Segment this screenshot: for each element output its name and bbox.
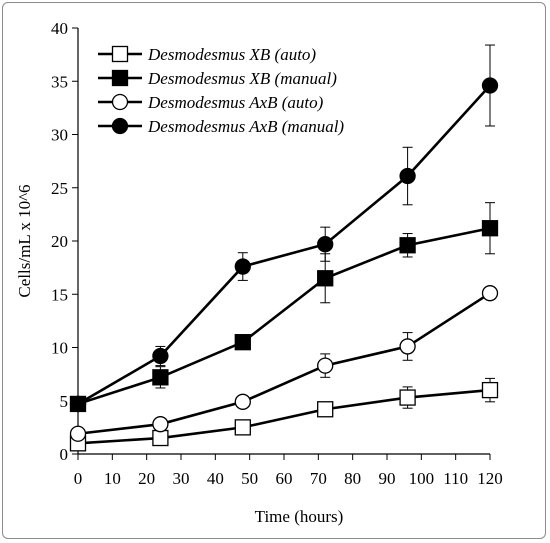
x-axis-ticks: 0 10 20 30 40 50 60 70 80 90 100 110 120 (74, 454, 503, 488)
y-tick-label: 25 (51, 179, 68, 198)
data-point (152, 429, 169, 447)
data-point (152, 416, 169, 433)
legend-label: Desmodesmus AxB (auto) (147, 93, 324, 112)
series-4 (69, 44, 499, 413)
series-line (77, 388, 491, 445)
y-tick-label: 30 (51, 126, 68, 145)
y-tick-label: 35 (51, 72, 68, 91)
legend-label: Desmodesmus XB (auto) (147, 45, 316, 64)
x-tick-label: 100 (409, 469, 435, 488)
y-axis-ticks: 0 5 10 15 20 25 30 35 40 (51, 19, 78, 464)
x-tick-label: 0 (74, 469, 83, 488)
data-point (481, 220, 499, 237)
x-tick-label: 30 (173, 469, 190, 488)
data-point (234, 419, 251, 436)
x-tick-label: 110 (443, 469, 468, 488)
series-line (77, 226, 491, 406)
y-tick-label: 10 (51, 339, 68, 358)
x-tick-label: 10 (104, 469, 121, 488)
data-point (152, 347, 169, 365)
x-tick-label: 50 (241, 469, 258, 488)
x-tick-label: 120 (477, 469, 503, 488)
x-tick-label: 60 (276, 469, 293, 488)
legend-marker (111, 45, 129, 63)
legend-marker (111, 93, 129, 111)
x-axis-label: Time (hours) (255, 507, 344, 526)
y-axis-label: Cells/mL x 10^6 (15, 184, 34, 297)
x-tick-label: 90 (379, 469, 396, 488)
x-tick-label: 40 (207, 469, 224, 488)
y-tick-label: 40 (51, 19, 68, 38)
data-point (317, 270, 334, 287)
data-point (399, 389, 416, 406)
data-point (481, 381, 499, 399)
data-point (152, 369, 169, 386)
series-1 (69, 377, 499, 452)
series-2 (69, 202, 499, 413)
legend-item: Desmodesmus AxB (auto) (98, 93, 324, 112)
data-point (399, 167, 416, 185)
series-line (77, 292, 491, 436)
legend-marker (111, 117, 129, 135)
data-point (69, 425, 87, 442)
data-point (399, 338, 416, 355)
y-tick-label: 15 (51, 285, 68, 304)
legend: Desmodesmus XB (auto) Desmodesmus XB (man… (98, 45, 344, 136)
data-point (399, 237, 416, 254)
y-tick-label: 20 (51, 232, 68, 251)
y-tick-label: 0 (60, 445, 69, 464)
x-tick-label: 20 (138, 469, 155, 488)
legend-item: Desmodesmus XB (auto) (98, 45, 316, 64)
data-point (481, 285, 499, 302)
data-point (317, 236, 334, 253)
data-point (69, 395, 87, 413)
y-tick-label: 5 (60, 392, 69, 411)
legend-label: Desmodesmus AxB (manual) (147, 117, 344, 136)
series-3 (69, 285, 499, 442)
data-point (317, 357, 334, 374)
data-point (234, 393, 251, 410)
legend-label: Desmodesmus XB (manual) (147, 69, 337, 88)
legend-item: Desmodesmus XB (manual) (98, 69, 337, 88)
data-point (234, 334, 251, 351)
x-tick-label: 80 (344, 469, 361, 488)
data-point (234, 258, 251, 275)
data-point (317, 401, 334, 418)
legend-marker (111, 69, 129, 87)
x-tick-label: 70 (310, 469, 327, 488)
chart-frame (2, 2, 546, 539)
data-point (481, 77, 499, 94)
legend-item: Desmodesmus AxB (manual) (98, 117, 344, 136)
series-line (77, 84, 491, 406)
series-layer (69, 44, 499, 452)
